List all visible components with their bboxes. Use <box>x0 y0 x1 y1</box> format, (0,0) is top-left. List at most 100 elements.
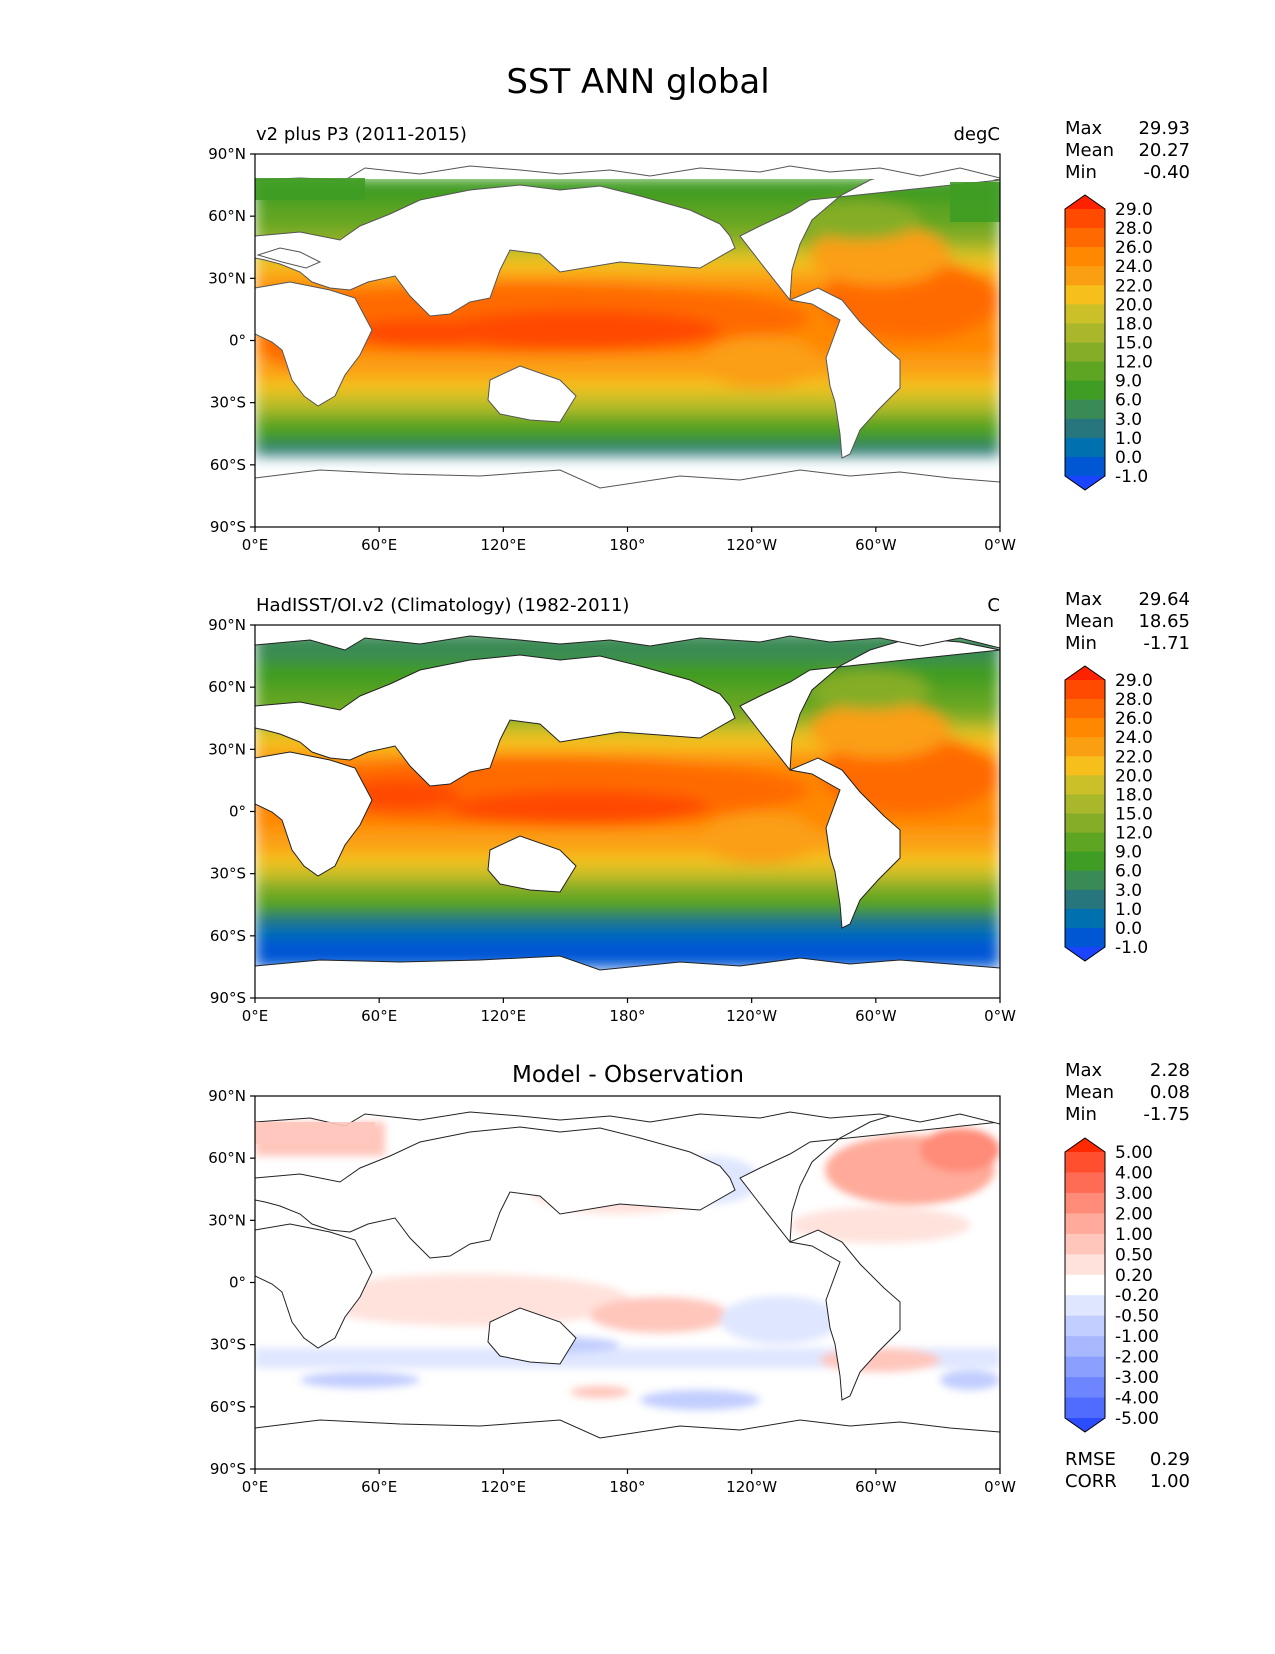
colorbar-bin <box>1065 1397 1105 1419</box>
colorbar-label: -0.50 <box>1115 1307 1159 1327</box>
lon-label: 180° <box>609 1007 645 1025</box>
colorbar-bin <box>1065 1336 1105 1358</box>
colorbar-bin <box>1065 1192 1105 1214</box>
colorbar-label: -4.00 <box>1115 1389 1159 1409</box>
stat-value: 29.64 <box>1138 589 1190 610</box>
colorbar-bin <box>1065 718 1105 738</box>
colorbar: 29.028.026.024.022.020.018.015.012.09.06… <box>1064 194 1153 491</box>
colorbar-label: 2.00 <box>1115 1204 1153 1224</box>
colorbar-label: 1.0 <box>1115 429 1142 449</box>
colorbar-bin <box>1065 380 1105 401</box>
colorbar-bin <box>1065 1254 1105 1276</box>
colorbar-label: -0.20 <box>1115 1286 1159 1306</box>
stat-label: Mean <box>1065 611 1114 632</box>
colorbar-bin <box>1065 1377 1105 1399</box>
colorbar-label: 0.20 <box>1115 1266 1153 1286</box>
lat-axis: 90°N 60°N 30°N 0° 30°S 60°S 90°S <box>208 145 255 536</box>
colorbar-label: -1.0 <box>1115 467 1148 487</box>
lon-label: 180° <box>609 536 645 554</box>
stat-label: Mean <box>1065 140 1114 161</box>
colorbar-bin <box>1065 699 1105 719</box>
colorbar-label: 26.0 <box>1115 709 1153 729</box>
colorbar-bin <box>1065 304 1105 325</box>
colorbar-extend-min <box>1065 947 1105 961</box>
panel-title-center: Model - Observation <box>512 1062 744 1088</box>
stat-label: Max <box>1065 118 1103 139</box>
lon-label: 120°W <box>726 1007 777 1025</box>
colorbar-bin <box>1065 832 1105 853</box>
colorbar-label: 9.0 <box>1115 372 1142 392</box>
colorbar-bin <box>1065 247 1105 267</box>
colorbar-bin <box>1065 680 1105 700</box>
lat-label: 30°N <box>208 740 246 758</box>
colorbar-label: 0.0 <box>1115 919 1142 939</box>
colorbar-bin <box>1065 851 1105 872</box>
lat-label: 90°S <box>210 518 246 536</box>
stat-label: Mean <box>1065 1082 1114 1103</box>
colorbar-label: 6.0 <box>1115 862 1142 882</box>
colorbar-label: 24.0 <box>1115 728 1153 748</box>
colorbar-bin <box>1065 399 1105 420</box>
stat-value: 29.93 <box>1138 118 1190 139</box>
colorbar-bin <box>1065 418 1105 439</box>
colorbar-label: 6.0 <box>1115 391 1142 411</box>
colorbar-label: 18.0 <box>1115 785 1153 805</box>
lat-label: 90°N <box>208 616 246 634</box>
stat-value: -0.40 <box>1143 162 1190 183</box>
colorbar-bin <box>1065 1213 1105 1235</box>
colorbar-label: 28.0 <box>1115 690 1153 710</box>
colorbar-bin <box>1065 285 1105 305</box>
lon-label: 180° <box>609 1478 645 1496</box>
colorbar-label: 0.0 <box>1115 448 1142 468</box>
stat-label: Min <box>1065 1104 1097 1125</box>
colorbar-label: 28.0 <box>1115 219 1153 239</box>
colorbar-bin <box>1065 1315 1105 1337</box>
colorbar-bin <box>1065 437 1105 458</box>
colorbar-bin <box>1065 361 1105 382</box>
colorbar-bin <box>1065 737 1105 757</box>
colorbar-label: 24.0 <box>1115 257 1153 277</box>
colorbar-label: 29.0 <box>1115 671 1153 691</box>
colorbar-bin <box>1065 794 1105 815</box>
colorbar-label: 26.0 <box>1115 238 1153 258</box>
colorbar-bin <box>1065 342 1105 363</box>
lat-label: 90°S <box>210 1460 246 1478</box>
lon-label: 60°E <box>361 536 397 554</box>
panel-model: v2 plus P3 (2011-2015) degC <box>208 118 1190 554</box>
lon-label: 120°E <box>481 1478 527 1496</box>
colorbar-outline <box>1064 194 1106 491</box>
lon-axis: 0°E 60°E 120°E 180° 120°W 60°W 0°W <box>242 998 1016 1025</box>
colorbar-outline <box>1064 1137 1106 1433</box>
lon-label: 120°E <box>481 1007 527 1025</box>
colorbar-label: -3.00 <box>1115 1368 1159 1388</box>
colorbar-bin <box>1065 209 1105 229</box>
lat-label: 30°N <box>208 1211 246 1229</box>
colorbar-label: 22.0 <box>1115 276 1153 296</box>
stat-value: 18.65 <box>1138 611 1190 632</box>
colorbar-extend-max <box>1065 666 1105 680</box>
colorbar-extend-min <box>1065 1418 1105 1432</box>
colorbar-label: -1.00 <box>1115 1327 1159 1347</box>
panel-title-left: HadISST/OI.v2 (Climatology) (1982-2011) <box>256 595 629 616</box>
stat-label: Min <box>1065 633 1097 654</box>
colorbar-label: 1.0 <box>1115 900 1142 920</box>
lon-label: 60°W <box>855 536 897 554</box>
colorbar-bin <box>1065 1233 1105 1255</box>
lat-label: 60°S <box>210 927 246 945</box>
colorbar-extend-max <box>1065 195 1105 209</box>
colorbar-bin <box>1065 813 1105 834</box>
lon-label: 0°E <box>242 536 269 554</box>
lat-label: 0° <box>229 803 246 821</box>
lon-label: 120°E <box>481 536 527 554</box>
lon-axis: 0°E 60°E 120°E 180° 120°W 60°W 0°W <box>242 527 1016 554</box>
colorbar-label: 3.00 <box>1115 1184 1153 1204</box>
stat-label: RMSE <box>1065 1449 1116 1470</box>
figure-title: SST ANN global <box>506 62 769 102</box>
stat-value: 0.29 <box>1150 1449 1190 1470</box>
lat-label: 30°S <box>210 1336 246 1354</box>
lat-axis: 90°N 60°N 30°N 0° 30°S 60°S 90°S <box>208 616 255 1007</box>
colorbar-bin <box>1065 266 1105 286</box>
stat-label: CORR <box>1065 1471 1117 1492</box>
lat-label: 90°N <box>208 145 246 163</box>
